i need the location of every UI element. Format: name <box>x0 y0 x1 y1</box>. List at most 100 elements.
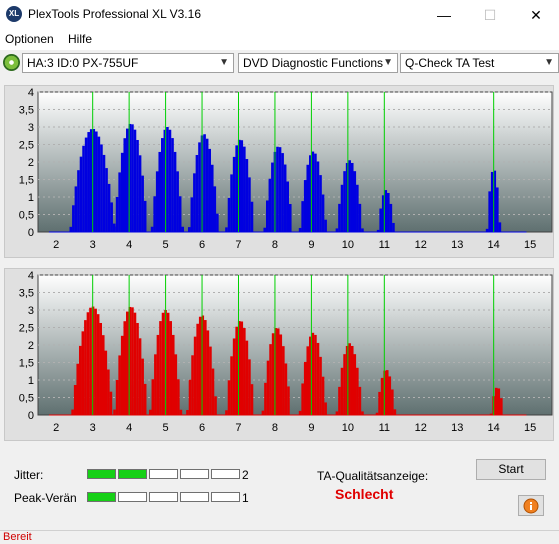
chart-bar <box>264 382 267 415</box>
start-button[interactable]: Start <box>476 459 546 480</box>
chart-bar <box>227 380 231 415</box>
y-tick-label: 3,5 <box>19 288 34 300</box>
chart-bar <box>154 354 157 415</box>
meter-segment <box>87 492 116 502</box>
chart-bar <box>89 129 93 232</box>
chart-bar <box>113 409 116 415</box>
chart-bar <box>141 175 144 232</box>
chart-bar <box>89 307 92 415</box>
chart-bar <box>314 334 317 415</box>
chart-bar <box>123 138 127 232</box>
chart-bar <box>225 227 228 232</box>
chart-bar <box>138 338 142 415</box>
chart-bar <box>301 383 304 415</box>
chart-bar <box>195 155 199 232</box>
x-tick-label: 13 <box>451 422 463 434</box>
close-button[interactable]: ✕ <box>530 7 542 23</box>
chart-bar <box>350 162 354 232</box>
chart-bar <box>168 129 172 232</box>
chart-bar <box>235 326 238 415</box>
chart-bar <box>283 164 287 232</box>
chart-bar <box>210 164 214 232</box>
chart-bar <box>126 128 129 232</box>
function-select[interactable]: DVD Diagnostic Functions ▼ <box>238 53 398 73</box>
chart-bar <box>263 227 267 232</box>
drive-select[interactable]: HA:3 ID:0 PX-755UF ▼ <box>22 53 234 73</box>
chart-bar <box>303 361 307 415</box>
x-tick-label: 11 <box>379 239 390 251</box>
y-tick-label: 0,5 <box>19 393 34 405</box>
toolbar: HA:3 ID:0 PX-755UF ▼ DVD Diagnostic Func… <box>0 50 559 78</box>
chart-bar <box>393 409 397 415</box>
chart-bar <box>286 181 290 232</box>
chart-bar <box>287 386 290 415</box>
chart-bar <box>353 354 357 415</box>
chart-bar <box>94 308 97 415</box>
chart-bar <box>298 410 302 415</box>
chart-bar <box>384 190 388 232</box>
chevron-down-icon: ▼ <box>544 57 554 68</box>
chart-bar <box>340 184 344 232</box>
chart-bar <box>345 162 349 232</box>
y-tick-label: 3 <box>28 305 34 317</box>
chart-bar <box>188 379 192 415</box>
chart-bar <box>271 333 275 415</box>
menu-optionen[interactable]: Optionen <box>5 32 54 46</box>
x-tick-label: 14 <box>488 422 500 434</box>
chart-bar <box>213 186 217 232</box>
chart-bar <box>201 315 205 415</box>
quality-value: Schlecht <box>335 486 394 502</box>
chart-bar <box>81 331 85 415</box>
chart-bar <box>279 334 283 415</box>
chart-bar <box>245 340 249 415</box>
chart-bar <box>193 173 196 232</box>
chart-bar <box>268 178 272 232</box>
chart-bar <box>107 369 110 415</box>
chart-bar <box>319 356 322 415</box>
menu-bar: Optionen Hilfe <box>0 30 559 50</box>
chart-bar <box>171 334 175 415</box>
chart-bar <box>240 321 244 415</box>
chart-bar <box>269 344 272 415</box>
chart-bar <box>316 342 320 415</box>
chart-bar <box>498 222 502 232</box>
chart-bar <box>73 385 77 415</box>
info-button[interactable] <box>518 495 544 516</box>
chart-bar <box>110 202 113 232</box>
meter-segment <box>211 469 240 479</box>
meter-segment <box>149 469 178 479</box>
x-tick-label: 2 <box>53 422 59 434</box>
chart-bar <box>380 377 384 415</box>
chart-bar <box>214 396 217 415</box>
chart-bar <box>107 183 111 232</box>
x-tick-label: 15 <box>524 239 536 251</box>
chart-bar <box>250 384 254 415</box>
chart-bar <box>284 363 288 415</box>
chart-bar <box>155 171 159 232</box>
chart-bar <box>388 376 392 415</box>
chart-bar <box>274 328 277 415</box>
chart-bar <box>278 147 282 232</box>
chart-bar <box>118 172 121 232</box>
chart-bar <box>206 330 210 415</box>
meter-segment <box>211 492 240 502</box>
chart-bar <box>340 367 344 415</box>
x-tick-label: 10 <box>342 422 354 434</box>
x-tick-label: 13 <box>451 239 463 251</box>
chart-bar <box>101 335 105 415</box>
y-tick-label: 0,5 <box>19 210 34 222</box>
x-tick-label: 6 <box>199 239 205 251</box>
chart-bar <box>311 151 315 232</box>
test-select-value: Q-Check TA Test <box>405 56 495 70</box>
chart-bar <box>177 379 180 415</box>
chart-bar <box>301 201 304 232</box>
disc-icon <box>3 54 20 71</box>
menu-hilfe[interactable]: Hilfe <box>68 32 93 46</box>
chart-bar <box>345 345 349 415</box>
meter-segment <box>180 469 209 479</box>
minimize-button[interactable]: — <box>437 7 451 23</box>
chart-bar <box>126 311 129 415</box>
test-select[interactable]: Q-Check TA Test ▼ <box>400 53 559 73</box>
y-tick-label: 1,5 <box>19 358 34 370</box>
maximize-button[interactable]: ☐ <box>483 7 497 23</box>
